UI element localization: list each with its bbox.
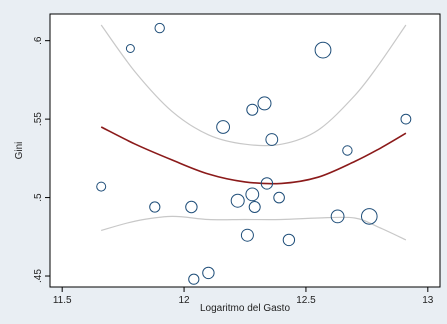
data-point — [260, 177, 274, 190]
data-point — [342, 145, 353, 156]
data-point — [282, 233, 296, 247]
data-point — [361, 208, 378, 225]
data-point — [246, 103, 259, 116]
y-tick-label: .5 — [33, 193, 44, 202]
data-point — [314, 41, 332, 59]
x-tick-label: 12 — [179, 295, 191, 306]
confidence-band — [100, 24, 407, 241]
plot-area — [49, 13, 441, 288]
data-point — [257, 96, 272, 111]
data-point — [265, 133, 279, 146]
y-axis-label: Gini — [14, 142, 25, 160]
fitted-line — [100, 126, 407, 185]
data-point — [149, 201, 161, 213]
fit-line — [100, 126, 407, 185]
x-axis-label: Logaritmo del Gasto — [200, 303, 290, 314]
x-tick-label: 12.5 — [296, 295, 316, 306]
x-tick-label: 13 — [422, 295, 434, 306]
y-axis: .45 .5 .55 .6 — [33, 36, 50, 283]
data-point — [240, 228, 254, 242]
x-axis: 11.5 12 12.5 13 — [53, 287, 434, 306]
data-point — [273, 191, 285, 204]
data-point — [330, 209, 345, 224]
data-point — [96, 181, 107, 192]
data-point — [245, 187, 260, 202]
ci-upper-line — [100, 24, 407, 147]
x-tick-label: 11.5 — [53, 295, 72, 306]
data-point — [248, 201, 261, 213]
data-points — [96, 22, 412, 285]
data-point — [230, 193, 245, 208]
data-point — [185, 200, 198, 214]
y-tick-label: .45 — [33, 269, 44, 283]
y-tick-label: .55 — [33, 112, 44, 126]
data-point — [202, 266, 215, 280]
ci-lower-line — [101, 215, 407, 241]
data-point — [154, 22, 165, 34]
data-point — [216, 120, 231, 134]
data-point — [400, 113, 412, 125]
data-point — [125, 44, 135, 53]
y-tick-label: .6 — [33, 36, 44, 45]
data-point — [188, 273, 200, 285]
